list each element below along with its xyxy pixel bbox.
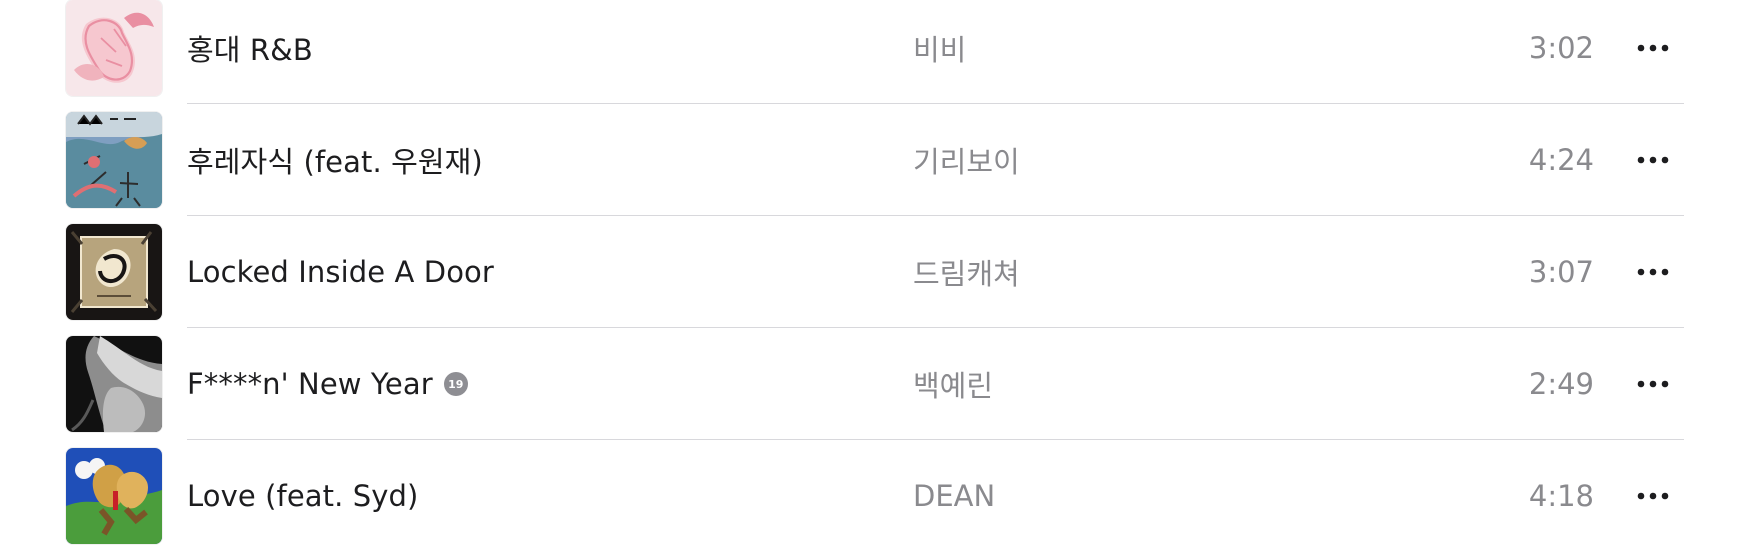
row-divider bbox=[187, 439, 1684, 440]
track-artist[interactable]: 백예린 bbox=[913, 369, 994, 403]
album-artwork-image bbox=[66, 448, 162, 544]
track-title: Locked Inside A Door bbox=[187, 255, 494, 289]
track-title-container: Love (feat. Syd) bbox=[187, 474, 418, 518]
album-artwork-image bbox=[66, 224, 162, 320]
album-artwork bbox=[66, 112, 162, 208]
track-title: 후레자식 (feat. 우원재) bbox=[187, 145, 483, 179]
ellipsis-icon bbox=[1637, 44, 1669, 52]
album-artwork bbox=[66, 224, 162, 320]
album-artwork-image bbox=[66, 336, 162, 432]
explicit-badge-icon: 19 bbox=[443, 372, 468, 396]
more-options-button[interactable] bbox=[1622, 362, 1684, 406]
track-title-container: 홍대 R&B bbox=[187, 26, 313, 70]
ellipsis-icon bbox=[1637, 380, 1669, 388]
track-duration: 2:49 bbox=[1528, 367, 1594, 401]
track-row[interactable]: 홍대 R&B 비비 3:02 bbox=[0, 0, 1745, 108]
track-artist[interactable]: DEAN bbox=[913, 479, 996, 513]
track-artist[interactable]: 드림캐쳐 bbox=[913, 257, 1020, 291]
album-artwork bbox=[66, 336, 162, 432]
album-artwork-image bbox=[66, 112, 162, 208]
track-title-container: F****n' New Year 19 bbox=[187, 362, 468, 406]
more-options-button[interactable] bbox=[1622, 26, 1684, 70]
track-title: F****n' New Year bbox=[187, 367, 433, 401]
track-row[interactable]: Love (feat. Syd) DEAN 4:18 bbox=[0, 444, 1745, 556]
track-title-container: 후레자식 (feat. 우원재) bbox=[187, 138, 483, 182]
album-artwork bbox=[66, 448, 162, 544]
ellipsis-icon bbox=[1637, 268, 1669, 276]
track-row[interactable]: 후레자식 (feat. 우원재) 기리보이 4:24 bbox=[0, 108, 1745, 220]
row-divider bbox=[187, 103, 1684, 104]
album-artwork-image bbox=[66, 0, 162, 96]
track-artist[interactable]: 기리보이 bbox=[913, 145, 1020, 179]
row-divider bbox=[187, 327, 1684, 328]
more-options-button[interactable] bbox=[1622, 250, 1684, 294]
ellipsis-icon bbox=[1637, 492, 1669, 500]
track-row[interactable]: F****n' New Year 19 백예린 2:49 bbox=[0, 332, 1745, 444]
album-artwork bbox=[66, 0, 162, 96]
track-duration: 4:18 bbox=[1528, 479, 1594, 513]
track-duration: 3:07 bbox=[1528, 255, 1594, 289]
more-options-button[interactable] bbox=[1622, 474, 1684, 518]
track-title-container: Locked Inside A Door bbox=[187, 250, 494, 294]
track-artist[interactable]: 비비 bbox=[913, 33, 967, 67]
track-row[interactable]: Locked Inside A Door 드림캐쳐 3:07 bbox=[0, 220, 1745, 332]
track-duration: 4:24 bbox=[1528, 143, 1594, 177]
track-title: 홍대 R&B bbox=[187, 33, 313, 67]
ellipsis-icon bbox=[1637, 156, 1669, 164]
track-title: Love (feat. Syd) bbox=[187, 479, 419, 513]
row-divider bbox=[187, 215, 1684, 216]
more-options-button[interactable] bbox=[1622, 138, 1684, 182]
track-duration: 3:02 bbox=[1528, 31, 1594, 65]
